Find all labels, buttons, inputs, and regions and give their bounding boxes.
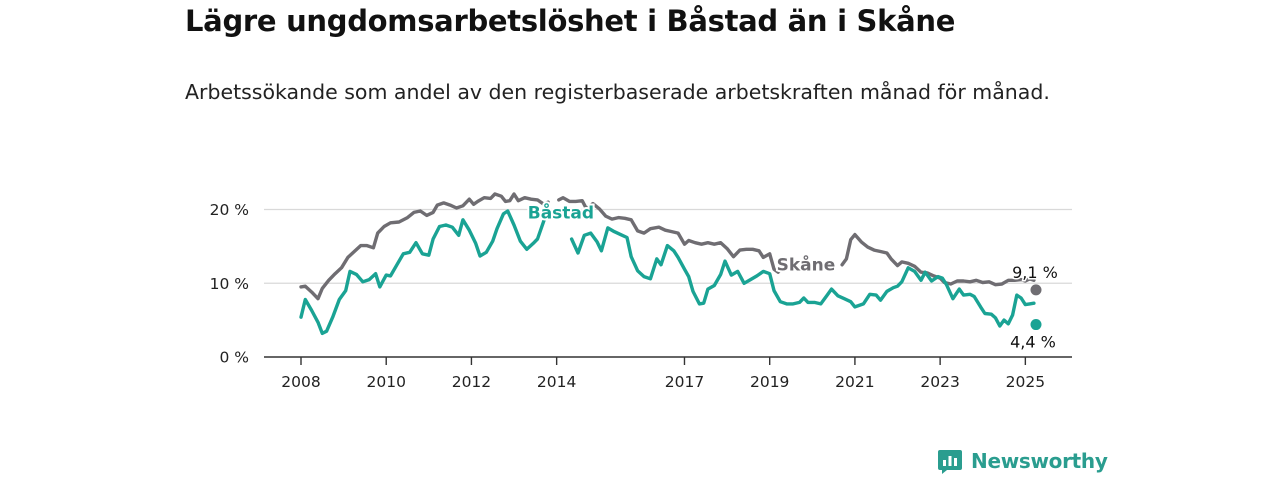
x-tick-label: 2021: [835, 373, 874, 391]
line-chart: 0 % 10 % 20 % 2008 2010 2012 2014 2017 2019 2021…: [210, 192, 1072, 391]
y-tick-label: 20 %: [210, 201, 249, 219]
series-line-bastad: [299, 209, 1036, 336]
chart-subtitle: Arbetssökande som andel av den registerb…: [185, 80, 1050, 104]
x-tick-label: 2012: [452, 373, 491, 391]
series-label-bastad: Båstad: [528, 202, 594, 224]
end-point-bastad: [1030, 319, 1042, 331]
end-value-label-skane: 9,1 %: [1012, 263, 1058, 282]
x-tick-label: 2025: [1006, 373, 1045, 391]
series-label-skane: Skåne: [777, 253, 836, 275]
newsworthy-logo-icon: [938, 450, 962, 474]
page-title: Lägre ungdomsarbetslöshet i Båstad än i …: [185, 4, 956, 38]
x-tick-label: 2010: [366, 373, 405, 391]
end-point-skane: [1030, 284, 1042, 296]
brand-logo: Newsworthy: [937, 448, 1108, 474]
y-tick-label: 10 %: [210, 275, 249, 293]
end-value-label-bastad: 4,4 %: [1010, 333, 1056, 352]
x-axis-ticks: 2008 2010 2012 2014 2017 2019 2021 2023 2025: [281, 357, 1045, 391]
brand-name: Newsworthy: [971, 449, 1108, 473]
series-labels: Skåne 9,1 % Båstad 4,4 %: [526, 200, 1060, 353]
x-tick-label: 2014: [537, 373, 576, 391]
x-tick-label: 2023: [920, 373, 959, 391]
x-tick-label: 2008: [281, 373, 320, 391]
y-axis-ticks: 0 % 10 % 20 %: [210, 201, 249, 367]
x-tick-label: 2019: [750, 373, 789, 391]
x-tick-label: 2017: [665, 373, 704, 391]
y-tick-label: 0 %: [219, 349, 249, 367]
grid-lines: [264, 208, 1072, 358]
series-lines: [299, 192, 1042, 336]
